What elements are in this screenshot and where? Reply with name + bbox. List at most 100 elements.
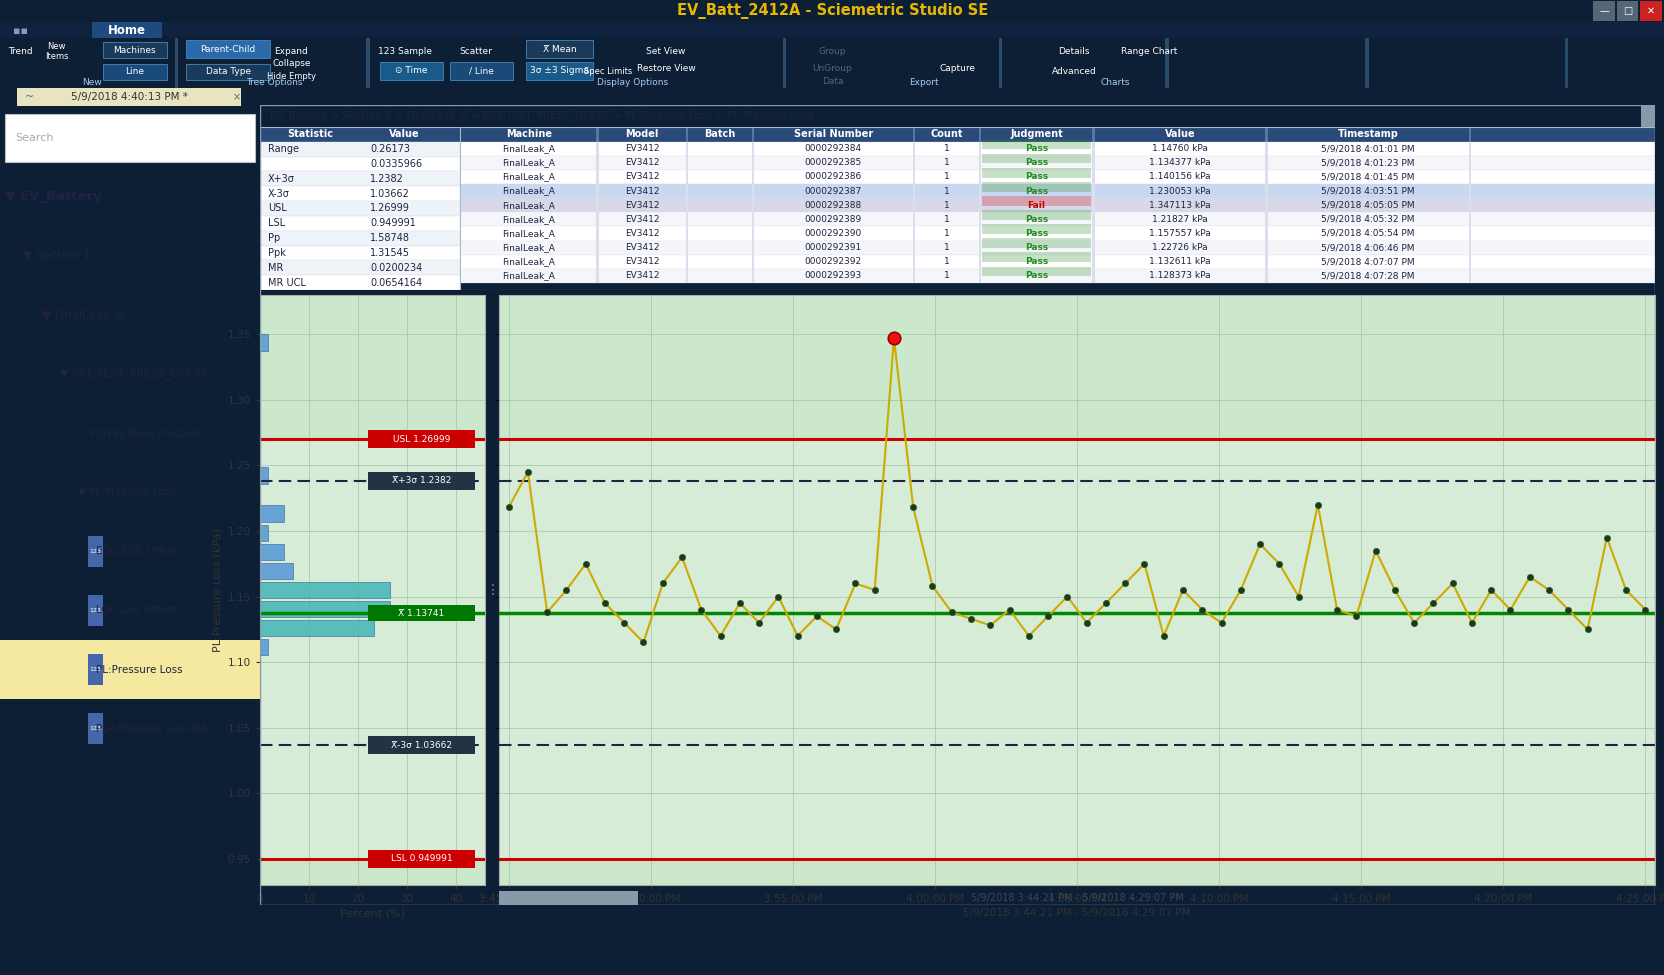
- Text: 5/9/2018 4:06:46 PM: 5/9/2018 4:06:46 PM: [1321, 243, 1414, 253]
- Bar: [750, 226, 754, 241]
- Text: ▼ Section 1: ▼ Section 1: [23, 249, 92, 262]
- X-axis label: Percent (%): Percent (%): [339, 908, 404, 918]
- Bar: [750, 184, 754, 198]
- Bar: [459, 170, 1654, 184]
- Bar: [260, 141, 459, 157]
- Text: 1.21827 kPa: 1.21827 kPa: [1151, 214, 1206, 224]
- Bar: [686, 254, 687, 269]
- Bar: [459, 226, 1654, 241]
- Bar: [596, 127, 599, 141]
- Text: 123: 123: [88, 608, 102, 613]
- Bar: [596, 184, 599, 198]
- Bar: [260, 215, 459, 231]
- Text: □: □: [1622, 6, 1631, 16]
- Bar: [1468, 269, 1469, 283]
- Text: 1.22726 kPa: 1.22726 kPa: [1151, 243, 1206, 253]
- Bar: [260, 582, 389, 599]
- Text: 1: 1: [943, 144, 948, 153]
- Text: 0000292385: 0000292385: [804, 158, 862, 168]
- Bar: [686, 269, 687, 283]
- Text: EV3412: EV3412: [624, 144, 659, 153]
- Bar: [1364, 38, 1368, 88]
- Bar: [368, 736, 474, 755]
- Text: 5/9/2018 4:05:05 PM: 5/9/2018 4:05:05 PM: [1321, 201, 1414, 210]
- Bar: [750, 156, 754, 170]
- Text: MR UCL: MR UCL: [268, 278, 306, 288]
- Text: Value: Value: [388, 130, 419, 139]
- Text: Serial Number: Serial Number: [794, 130, 872, 139]
- Bar: [912, 170, 915, 184]
- Text: Data Type: Data Type: [205, 67, 251, 76]
- Text: FinalLeak_A: FinalLeak_A: [503, 257, 554, 266]
- Bar: [0, 22, 83, 36]
- Text: Timestamp: Timestamp: [1336, 130, 1398, 139]
- Bar: [978, 241, 980, 254]
- Bar: [686, 213, 687, 226]
- Bar: [596, 141, 599, 156]
- Bar: [260, 334, 268, 351]
- Text: EV_Battery > Section 1 > FinalLeak_A > P01:TEST_PRESS_DECAY > PL:Pressure Loss >: EV_Battery > Section 1 > FinalLeak_A > P…: [270, 110, 812, 122]
- Bar: [526, 40, 592, 58]
- Bar: [982, 266, 1090, 277]
- Text: 1: 1: [943, 243, 948, 253]
- Bar: [982, 181, 1090, 192]
- Bar: [912, 213, 915, 226]
- Bar: [1265, 241, 1266, 254]
- Text: ⋮: ⋮: [486, 583, 499, 597]
- Bar: [459, 184, 1654, 198]
- Text: 123: 123: [88, 667, 102, 672]
- Bar: [982, 224, 1090, 234]
- Bar: [596, 241, 599, 254]
- Text: 1: 1: [943, 257, 948, 266]
- Bar: [1468, 141, 1469, 156]
- Bar: [978, 184, 980, 198]
- Text: Display Options: Display Options: [597, 78, 667, 88]
- Bar: [88, 535, 103, 567]
- Text: LSL: LSL: [268, 218, 285, 228]
- Text: 1: 1: [943, 173, 948, 181]
- Text: FinalLeak_A: FinalLeak_A: [503, 271, 554, 281]
- Text: 5/9/2018 4:05:54 PM: 5/9/2018 4:05:54 PM: [1321, 229, 1414, 238]
- Bar: [982, 153, 1090, 164]
- Bar: [912, 226, 915, 241]
- Text: Line: Line: [125, 67, 145, 76]
- Text: 1: 1: [943, 158, 948, 168]
- Text: EV3412: EV3412: [624, 214, 659, 224]
- Bar: [459, 156, 1654, 170]
- Bar: [1265, 127, 1266, 141]
- Bar: [998, 38, 1002, 88]
- Text: 1.157557 kPa: 1.157557 kPa: [1148, 229, 1210, 238]
- Text: Range: Range: [268, 144, 300, 154]
- Bar: [0, 22, 1664, 36]
- Bar: [92, 22, 161, 38]
- Text: 123: 123: [88, 549, 102, 554]
- Text: 1.128373 kPa: 1.128373 kPa: [1148, 271, 1210, 281]
- Text: Pass: Pass: [1025, 173, 1048, 181]
- Bar: [978, 213, 980, 226]
- Text: X̅+3σ 1.2382: X̅+3σ 1.2382: [391, 477, 451, 486]
- Bar: [686, 198, 687, 213]
- Text: 5/9/2018 3:44:21 PM - 5/9/2018 4:29:07 PM: 5/9/2018 3:44:21 PM - 5/9/2018 4:29:07 P…: [970, 893, 1183, 903]
- Text: Judgment: Judgment: [1010, 130, 1062, 139]
- Text: 1: 1: [943, 186, 948, 196]
- Text: Pp: Pp: [268, 233, 280, 243]
- Bar: [978, 127, 980, 141]
- Text: FinalLeak_A: FinalLeak_A: [503, 201, 554, 210]
- Bar: [459, 213, 1654, 226]
- Text: / Line: / Line: [469, 66, 493, 75]
- Bar: [686, 141, 687, 156]
- Text: 1.230053 kPa: 1.230053 kPa: [1148, 186, 1210, 196]
- Bar: [912, 241, 915, 254]
- Text: ▼ P01:TEST_PRESS_DECAY: ▼ P01:TEST_PRESS_DECAY: [60, 369, 208, 379]
- Bar: [1092, 127, 1093, 141]
- Bar: [982, 196, 1090, 206]
- Bar: [260, 260, 459, 275]
- Text: Group: Group: [819, 47, 845, 56]
- Bar: [1468, 156, 1469, 170]
- Bar: [186, 40, 270, 58]
- Text: FinalLeak_A: FinalLeak_A: [503, 186, 554, 196]
- Text: New
Items: New Items: [45, 42, 68, 61]
- Bar: [1092, 184, 1093, 198]
- Bar: [1468, 198, 1469, 213]
- Bar: [103, 63, 166, 80]
